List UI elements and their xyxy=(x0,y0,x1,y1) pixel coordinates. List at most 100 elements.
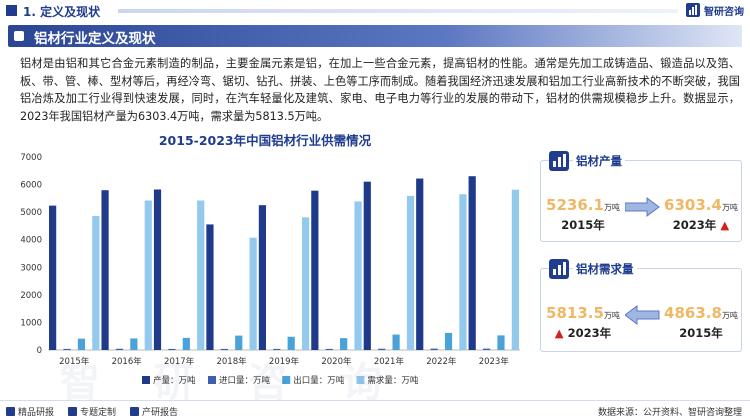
x-tick-label: 2021年 xyxy=(374,356,405,367)
legend-label: 出口量：万吨 xyxy=(293,375,345,386)
x-tick-label: 2023年 xyxy=(479,356,510,367)
footer-item[interactable]: 精品研报 xyxy=(6,405,54,418)
bar xyxy=(416,178,424,350)
bar xyxy=(92,215,100,350)
bar xyxy=(168,348,176,350)
custom-icon xyxy=(68,407,78,416)
x-tick-label: 2019年 xyxy=(269,356,300,367)
production-panel: 铝材产量 5236.1万吨 2015年 6303.4万吨 2023年 ▲ xyxy=(540,151,743,242)
section-marker-icon xyxy=(6,5,17,16)
x-tick-label: 2015年 xyxy=(59,356,90,367)
bar-chart-icon xyxy=(549,151,569,171)
demand-2023-year-label: 2023年 xyxy=(567,326,612,340)
bar-chart-icon xyxy=(549,259,569,279)
bar xyxy=(287,336,295,350)
legend-swatch xyxy=(282,376,291,384)
x-tick-label: 2016年 xyxy=(112,356,143,367)
demand-2015: 4863.8万吨 2015年 xyxy=(659,303,743,341)
bar xyxy=(392,334,400,350)
legend-label: 产量：万吨 xyxy=(153,375,196,386)
production-2023: 6303.4万吨 2023年 ▲ xyxy=(659,195,743,233)
bar xyxy=(363,181,371,350)
bar xyxy=(77,338,86,350)
demand-2023: 5813.5万吨 ▲ 2023年 xyxy=(541,303,625,341)
production-2015-unit: 万吨 xyxy=(603,203,620,212)
bar xyxy=(511,189,519,350)
bar xyxy=(378,348,386,350)
intro-paragraph: 铝材是由铝和其它合金元素制造的制品，主要金属元素是铝，在加上一些合金元素，提高铝… xyxy=(20,57,740,123)
y-tick-label: 3000 xyxy=(20,263,42,273)
bar xyxy=(406,195,415,350)
bar xyxy=(197,200,205,350)
left-arrow-icon xyxy=(625,305,660,325)
bar xyxy=(182,337,190,350)
section-bullet-icon xyxy=(14,31,24,41)
footer-item[interactable]: 专题定制 xyxy=(68,405,116,418)
bar xyxy=(273,348,281,350)
bar xyxy=(49,205,57,350)
section-heading: 1. 定义及现状 xyxy=(23,5,101,19)
bar xyxy=(497,335,505,350)
y-tick-label: 2000 xyxy=(20,291,42,301)
bar xyxy=(340,338,348,350)
chart-title: 2015-2023年中国铝材行业供需情况 xyxy=(158,133,372,148)
supply-demand-chart: 0 1000 2000 3000 4000 5000 6000 7000 2015年 2016年 2… xyxy=(20,153,520,386)
demand-2015-year: 2015年 xyxy=(679,326,723,340)
bar xyxy=(101,190,109,350)
footer-items: 精品研报 专题定制 产研报告 xyxy=(6,405,178,418)
footer-item-label: 精品研报 xyxy=(18,408,55,418)
bar xyxy=(144,200,152,350)
report-icon xyxy=(6,407,15,416)
production-panel-header: 铝材产量 xyxy=(549,149,639,173)
production-2015: 5236.1万吨 2015年 xyxy=(543,195,623,233)
up-arrow-icon: ▲ xyxy=(554,326,564,340)
data-source: 数据来源：公开资料、智研咨询整理 xyxy=(597,408,742,418)
demand-2023-unit: 万吨 xyxy=(603,311,620,320)
y-tick-label: 1000 xyxy=(20,318,42,328)
brand-name: 智研咨询 xyxy=(704,6,744,18)
y-tick-label: 0 xyxy=(37,346,42,356)
production-2023-unit: 万吨 xyxy=(721,203,738,212)
y-tick-label: 6000 xyxy=(20,181,42,191)
bar xyxy=(235,335,243,350)
production-2015-year: 2015年 xyxy=(561,218,605,232)
bar xyxy=(115,348,124,350)
demand-panel-label: 铝材需求量 xyxy=(573,261,637,277)
bar xyxy=(63,348,71,350)
bar xyxy=(430,348,438,350)
footer-item-label: 专题定制 xyxy=(80,408,117,418)
production-2023-year: 2023年 ▲ xyxy=(659,217,743,233)
demand-2023-value: 5813.5 xyxy=(546,304,604,322)
bar xyxy=(220,348,228,350)
bar xyxy=(249,237,257,350)
bar xyxy=(206,224,214,350)
footer: 精品研报 专题定制 产研报告 数据来源：公开资料、智研咨询整理 xyxy=(0,400,750,420)
demand-panel: 铝材需求量 5813.5万吨 ▲ 2023年 4863.8万吨 2015年 xyxy=(540,259,743,352)
x-tick-label: 2020年 xyxy=(321,356,352,367)
legend-swatch xyxy=(208,376,216,384)
bar xyxy=(130,338,138,350)
y-tick-label: 4000 xyxy=(20,236,42,246)
footer-item[interactable]: 产研报告 xyxy=(130,405,178,418)
section-title-bar: 铝材行业定义及现状 xyxy=(8,25,742,47)
demand-2023-year: ▲ 2023年 xyxy=(541,325,625,341)
footer-item-label: 产研报告 xyxy=(142,408,179,418)
legend-swatch xyxy=(356,376,365,384)
bar xyxy=(468,176,476,350)
legend-label: 需求量：万吨 xyxy=(367,375,419,386)
bar xyxy=(354,201,362,350)
header-stripe xyxy=(118,9,678,13)
bar xyxy=(302,217,310,350)
section-title: 铝材行业定义及现状 xyxy=(34,31,156,47)
production-2023-value: 6303.4 xyxy=(664,196,722,214)
bar xyxy=(459,194,467,350)
production-2023-year-label: 2023年 xyxy=(672,218,717,232)
research-icon xyxy=(130,407,140,416)
watermark: 智 研 咨 询 xyxy=(60,360,402,406)
demand-2015-value: 4863.8 xyxy=(664,304,722,322)
bar xyxy=(311,190,319,350)
x-tick-label: 2018年 xyxy=(216,356,247,367)
legend-label: 进口量：万吨 xyxy=(219,375,271,386)
y-tick-label: 7000 xyxy=(20,153,42,163)
legend-swatch xyxy=(142,376,150,384)
